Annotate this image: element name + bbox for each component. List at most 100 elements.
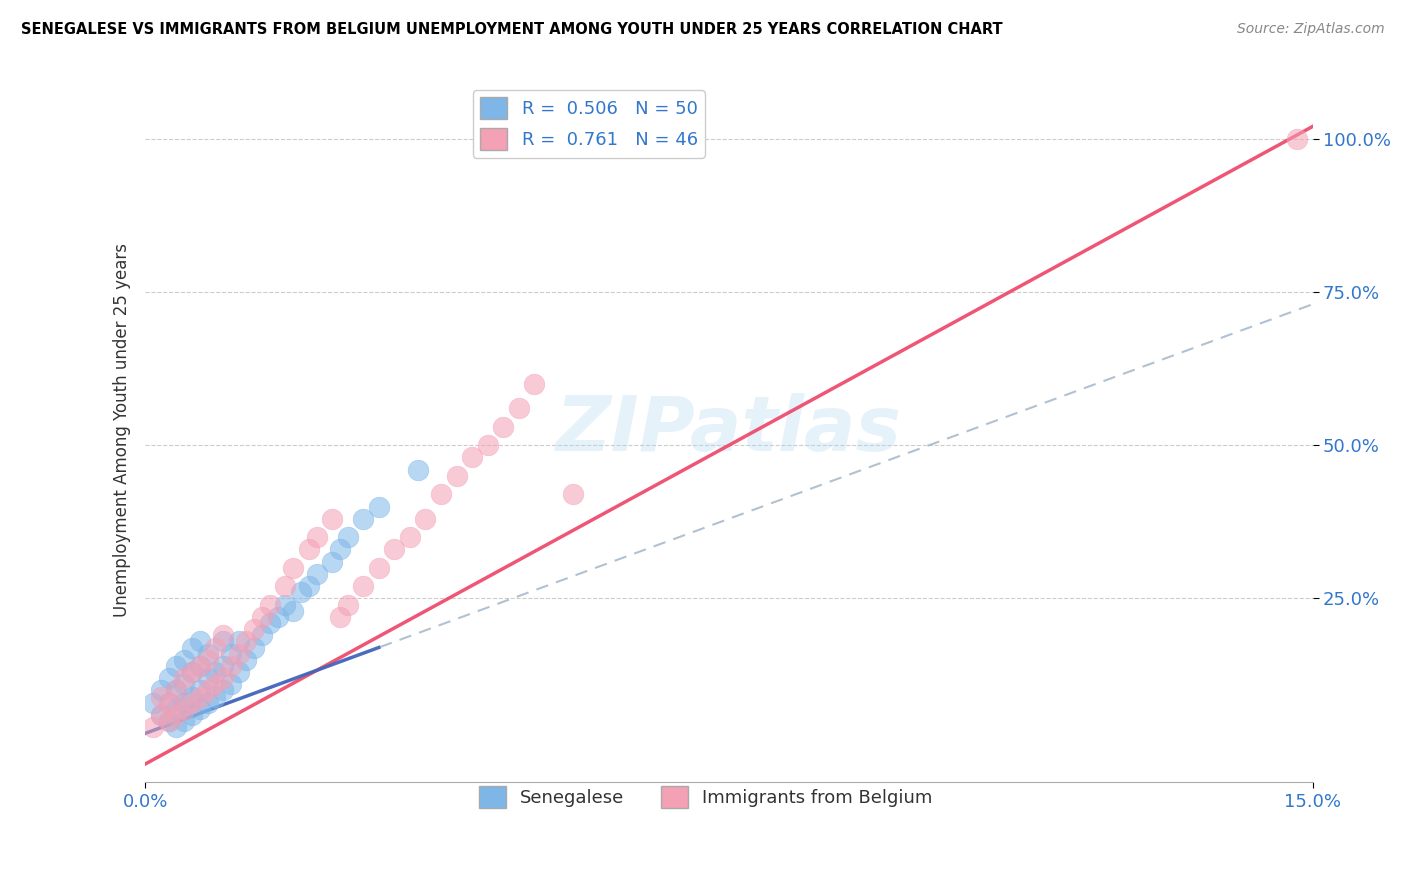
Point xyxy=(204,665,226,679)
Point xyxy=(197,653,219,667)
Point xyxy=(492,420,515,434)
Point xyxy=(188,659,211,673)
Text: Source: ZipAtlas.com: Source: ZipAtlas.com xyxy=(1237,22,1385,37)
Point xyxy=(188,683,211,698)
Point xyxy=(243,640,266,655)
Point xyxy=(149,708,172,723)
Point xyxy=(329,610,352,624)
Point xyxy=(197,647,219,661)
Point xyxy=(228,634,250,648)
Point xyxy=(415,512,437,526)
Point xyxy=(165,683,187,698)
Point xyxy=(157,696,180,710)
Point xyxy=(157,714,180,728)
Point xyxy=(181,708,204,723)
Point xyxy=(243,622,266,636)
Point xyxy=(305,530,328,544)
Point xyxy=(382,542,405,557)
Point xyxy=(430,487,453,501)
Point xyxy=(250,610,273,624)
Point xyxy=(212,634,235,648)
Text: SENEGALESE VS IMMIGRANTS FROM BELGIUM UNEMPLOYMENT AMONG YOUTH UNDER 25 YEARS CO: SENEGALESE VS IMMIGRANTS FROM BELGIUM UN… xyxy=(21,22,1002,37)
Point xyxy=(181,696,204,710)
Point xyxy=(290,585,312,599)
Point xyxy=(165,720,187,734)
Point xyxy=(250,628,273,642)
Point xyxy=(149,708,172,723)
Point xyxy=(173,714,195,728)
Point xyxy=(336,530,359,544)
Point xyxy=(188,659,211,673)
Point xyxy=(188,702,211,716)
Point xyxy=(523,376,546,391)
Point xyxy=(228,647,250,661)
Point xyxy=(212,628,235,642)
Point xyxy=(173,702,195,716)
Legend: Senegalese, Immigrants from Belgium: Senegalese, Immigrants from Belgium xyxy=(471,780,939,815)
Point xyxy=(352,579,374,593)
Point xyxy=(197,671,219,685)
Point xyxy=(283,604,305,618)
Point xyxy=(259,598,281,612)
Point xyxy=(219,659,242,673)
Point xyxy=(157,671,180,685)
Point xyxy=(142,696,165,710)
Point xyxy=(165,702,187,716)
Point xyxy=(259,615,281,630)
Point xyxy=(157,714,180,728)
Point xyxy=(173,677,195,691)
Point xyxy=(562,487,585,501)
Point xyxy=(204,677,226,691)
Point xyxy=(212,659,235,673)
Point xyxy=(219,647,242,661)
Point xyxy=(212,671,235,685)
Point xyxy=(283,561,305,575)
Point xyxy=(142,720,165,734)
Point xyxy=(336,598,359,612)
Point xyxy=(165,683,187,698)
Point xyxy=(204,640,226,655)
Point xyxy=(461,450,484,465)
Y-axis label: Unemployment Among Youth under 25 years: Unemployment Among Youth under 25 years xyxy=(114,243,131,617)
Point xyxy=(181,640,204,655)
Point xyxy=(173,696,195,710)
Point xyxy=(197,696,219,710)
Point xyxy=(188,634,211,648)
Point xyxy=(149,690,172,704)
Point xyxy=(188,690,211,704)
Point xyxy=(235,653,257,667)
Point xyxy=(197,683,219,698)
Point xyxy=(298,579,321,593)
Point xyxy=(235,634,257,648)
Point xyxy=(228,665,250,679)
Point xyxy=(367,561,389,575)
Point xyxy=(367,500,389,514)
Point xyxy=(157,696,180,710)
Point xyxy=(149,683,172,698)
Point xyxy=(274,598,297,612)
Point xyxy=(274,579,297,593)
Point xyxy=(352,512,374,526)
Point xyxy=(399,530,422,544)
Point xyxy=(298,542,321,557)
Point xyxy=(1285,132,1308,146)
Point xyxy=(181,665,204,679)
Point xyxy=(508,401,530,416)
Point xyxy=(446,469,468,483)
Point xyxy=(173,671,195,685)
Point xyxy=(219,677,242,691)
Point xyxy=(212,683,235,698)
Point xyxy=(165,659,187,673)
Point xyxy=(477,438,499,452)
Point xyxy=(321,555,343,569)
Point xyxy=(321,512,343,526)
Point xyxy=(305,566,328,581)
Point xyxy=(181,665,204,679)
Point xyxy=(406,463,429,477)
Point xyxy=(329,542,352,557)
Point xyxy=(173,653,195,667)
Text: ZIPatlas: ZIPatlas xyxy=(555,392,901,467)
Point xyxy=(204,690,226,704)
Point xyxy=(266,610,288,624)
Point xyxy=(165,708,187,723)
